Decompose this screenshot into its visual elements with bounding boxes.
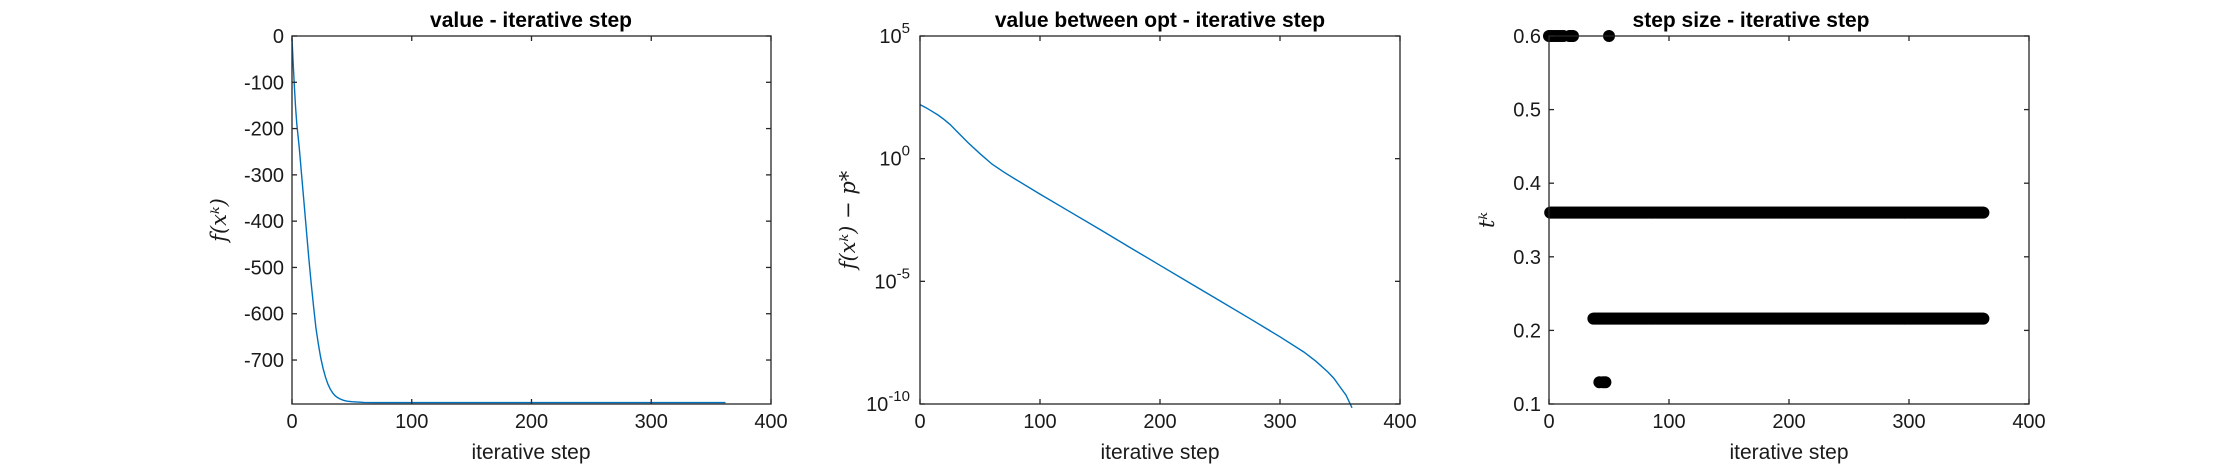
chart-value-between-opt: value between opt - iterative step 0 100 2… [836, 9, 1417, 464]
x-tick-label: 100 [1652, 411, 1685, 433]
y-tick-label: 100 [879, 143, 910, 171]
y-axis-label: f(xᵏ) − p* [836, 170, 860, 271]
axes-box [291, 35, 772, 405]
x-tick-label: 300 [1263, 411, 1296, 433]
y-tick-label: -300 [244, 165, 284, 187]
scatter-point [1977, 312, 1990, 325]
x-axis-label: iterative step [1729, 441, 1848, 464]
x-axis-label: iterative step [471, 441, 590, 464]
chart-title: value between opt - iterative step [995, 9, 1325, 32]
series-line [291, 38, 726, 404]
y-tick-label: 0.3 [1513, 247, 1541, 269]
y-axis-label: f(xᵏ) [207, 198, 231, 244]
x-tick-label: 300 [635, 411, 668, 433]
x-tick-label: 200 [1772, 411, 1805, 433]
chart-title: value - iterative step [430, 9, 632, 32]
y-tick-label: -700 [244, 350, 284, 372]
y-tick-label: -500 [244, 257, 284, 279]
y-tick-label: -600 [244, 304, 284, 326]
y-tick-label: 10-10 [866, 388, 910, 416]
x-tick-label: 400 [2012, 411, 2045, 433]
x-tick-label: 400 [754, 411, 787, 433]
y-tick-label: 0.4 [1513, 173, 1541, 195]
y-tick-label: 0.2 [1513, 320, 1541, 342]
series-line [919, 103, 1353, 409]
x-tick-label: 100 [395, 411, 428, 433]
chart-title: step size - iterative step [1633, 9, 1870, 32]
x-tick-label: 200 [1143, 411, 1176, 433]
y-tick-label: 0.5 [1513, 100, 1541, 122]
chart-step-size: step size - iterative step 0 100 200 300 400… [1475, 9, 2046, 464]
y-tick-label: 105 [879, 20, 910, 48]
y-axis-label: tᵏ [1475, 212, 1499, 228]
x-tick-label: 400 [1383, 411, 1416, 433]
x-tick-label: 0 [1543, 411, 1554, 433]
x-tick-label: 0 [914, 411, 925, 433]
y-tick-label: -200 [244, 119, 284, 141]
x-tick-label: 300 [1892, 411, 1925, 433]
x-tick-label: 200 [515, 411, 548, 433]
y-tick-label: -400 [244, 211, 284, 233]
y-tick-label: -100 [244, 72, 284, 94]
scatter-point [1977, 206, 1990, 219]
y-tick-label: 10-5 [874, 265, 910, 293]
x-tick-label: 100 [1023, 411, 1056, 433]
x-axis-label: iterative step [1100, 441, 1219, 464]
axes-box [919, 35, 1401, 405]
y-tick-label: 0 [273, 26, 284, 48]
x-tick-label: 0 [286, 411, 297, 433]
chart-value: value - iterative step 0 100 200 300 400 0 -10… [207, 9, 788, 464]
scatter-point [1599, 376, 1612, 389]
y-tick-label: 0.1 [1513, 394, 1541, 416]
y-tick-label: 0.6 [1513, 26, 1541, 48]
axes-box [1548, 35, 2030, 405]
